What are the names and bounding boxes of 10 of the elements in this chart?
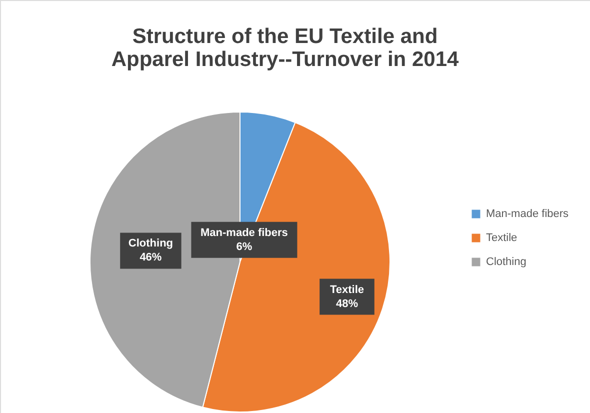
legend-label: Man-made fibers	[486, 208, 570, 220]
legend-label: Clothing	[486, 256, 526, 268]
slice-label: Textile	[330, 284, 364, 296]
legend-label: Textile	[486, 232, 518, 244]
slice-label: Man-made fibers	[200, 226, 288, 239]
data-label: 6%	[236, 240, 252, 253]
chart-title: Structure of the EU Textile and Apparel Industry--Turnover in 2014	[111, 25, 459, 71]
data-label: 46%	[140, 252, 162, 264]
data-label: 48%	[336, 298, 358, 310]
slice-label: Clothing	[128, 238, 174, 250]
